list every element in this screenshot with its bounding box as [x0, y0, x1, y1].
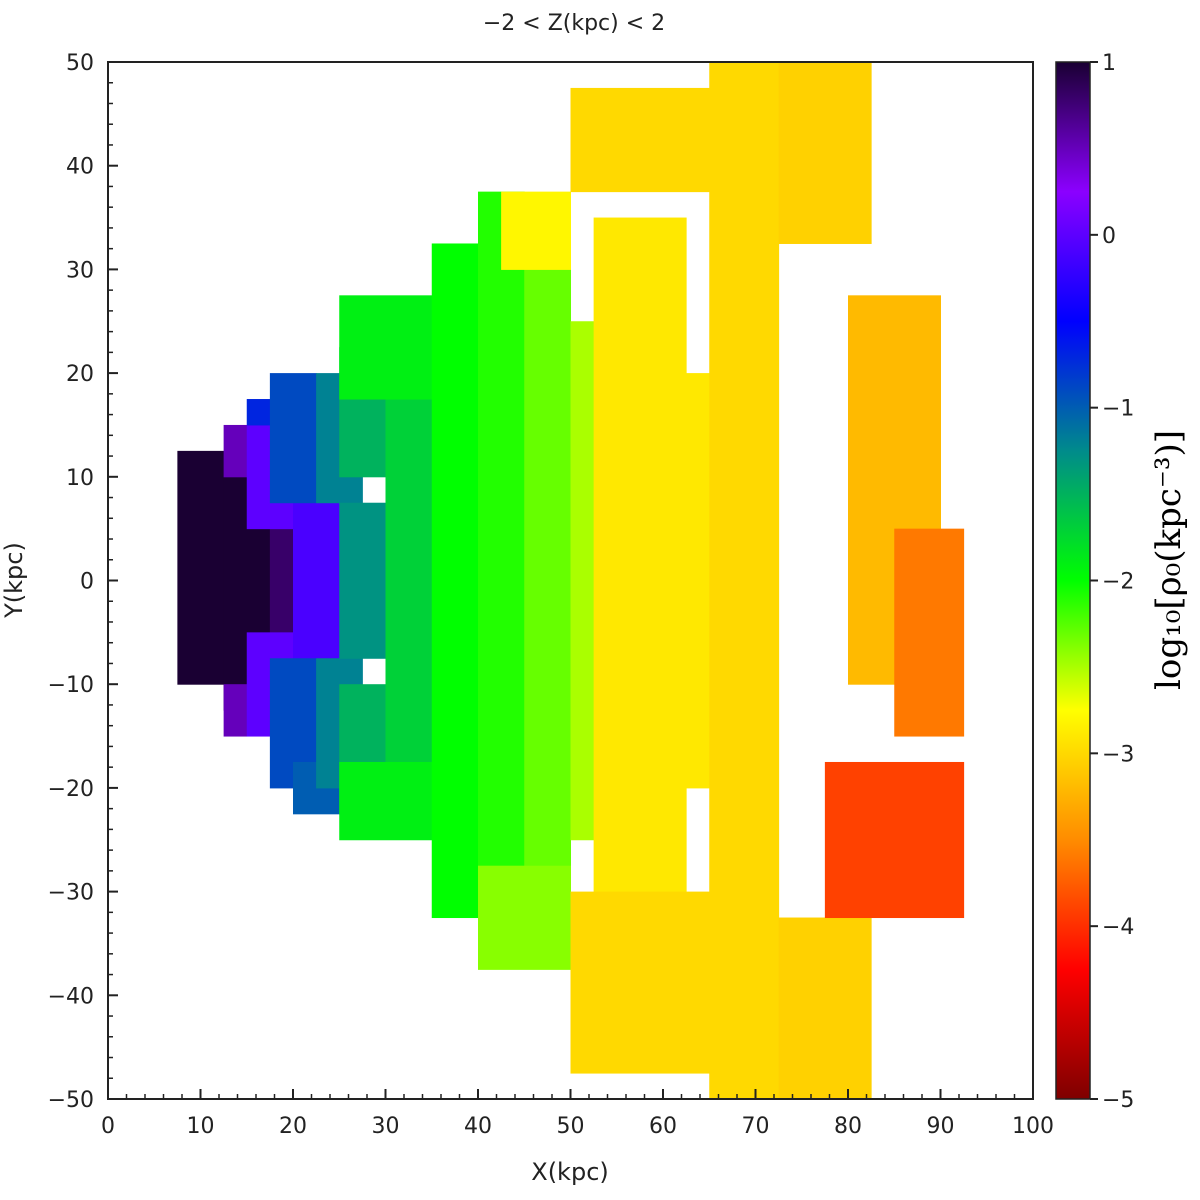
- x-tick-label: 80: [834, 1114, 862, 1139]
- y-tick-label: 40: [66, 155, 94, 180]
- x-axis-ticks: 0 10 20 30 40 50 60 70 80 90 100: [101, 1089, 1054, 1139]
- colorbar-tick-label: 0: [1102, 224, 1116, 249]
- heatmap-cell: [223, 424, 248, 478]
- colorbar-tick-label: −5: [1102, 1088, 1134, 1113]
- heatmap-cell: [339, 502, 386, 659]
- y-axis-ticks: 50 40 30 20 10 0 −10 −20 −30 −40 −50: [48, 51, 118, 1113]
- x-tick-label: 30: [372, 1114, 400, 1139]
- heatmap-cell: [246, 399, 271, 426]
- heatmap-cell: [824, 761, 965, 919]
- heatmap-cell: [570, 891, 710, 1074]
- x-tick-label: 60: [649, 1114, 677, 1139]
- heatmap-cell: [593, 217, 687, 893]
- heatmap-cells: [177, 62, 965, 1100]
- heatmap-cell: [293, 502, 340, 659]
- heatmap-cell: [223, 684, 248, 737]
- y-tick-label: 30: [66, 258, 94, 283]
- heatmap-cell: [894, 528, 965, 737]
- y-tick-label: 10: [66, 466, 94, 491]
- heatmap-cell: [524, 269, 571, 893]
- heatmap-cell: [778, 62, 872, 244]
- heatmap-cell: [431, 243, 479, 919]
- y-tick-label: −50: [48, 1088, 94, 1113]
- y-tick-label: 50: [66, 51, 94, 76]
- heatmap-cell: [385, 399, 433, 763]
- heatmap-cell: [501, 191, 571, 270]
- colorbar-ticks: 1 0 −1 −2 −3 −4 −5: [1090, 51, 1134, 1113]
- colorbar-label: log₁₀[ρ₀(kpc⁻³)]: [1149, 430, 1189, 690]
- heatmap-cell: [269, 528, 294, 633]
- heatmap-cell: [177, 450, 225, 685]
- heatmap-cell: [570, 87, 710, 193]
- heatmap-cell: [478, 865, 571, 970]
- x-tick-label: 50: [557, 1114, 585, 1139]
- x-tick-label: 90: [927, 1114, 955, 1139]
- colorbar-tick-label: −3: [1102, 742, 1134, 767]
- y-tick-label: −40: [48, 984, 94, 1009]
- y-axis-label: Y(kpc): [0, 542, 28, 619]
- x-axis-label: X(kpc): [531, 1158, 609, 1186]
- x-tick-label: 10: [187, 1114, 215, 1139]
- chart-title: −2 < Z(kpc) < 2: [483, 11, 665, 36]
- y-tick-label: −30: [48, 881, 94, 906]
- y-tick-label: −20: [48, 777, 94, 802]
- heatmap-cell: [778, 917, 872, 1100]
- heatmap-cell: [339, 761, 433, 841]
- heatmap-cell: [686, 373, 710, 789]
- x-tick-label: 0: [101, 1114, 115, 1139]
- x-tick-label: 40: [464, 1114, 492, 1139]
- colorbar: [1055, 61, 1091, 1100]
- y-tick-label: −10: [48, 673, 94, 698]
- heatmap-cell: [339, 295, 433, 400]
- x-tick-label: 20: [279, 1114, 307, 1139]
- colorbar-tick-label: −4: [1102, 915, 1134, 940]
- colorbar-tick-label: −2: [1102, 570, 1134, 595]
- heatmap-cell: [570, 321, 595, 841]
- heatmap-cell: [478, 191, 525, 919]
- colorbar-tick-label: 1: [1102, 51, 1116, 76]
- heatmap-cell: [269, 373, 317, 504]
- x-tick-label: 70: [742, 1114, 770, 1139]
- colorbar-tick-label: −1: [1102, 397, 1134, 422]
- y-tick-label: 20: [66, 362, 94, 387]
- y-tick-label: 0: [80, 570, 94, 595]
- x-tick-label: 100: [1012, 1114, 1054, 1139]
- heatmap-cell: [709, 62, 780, 1100]
